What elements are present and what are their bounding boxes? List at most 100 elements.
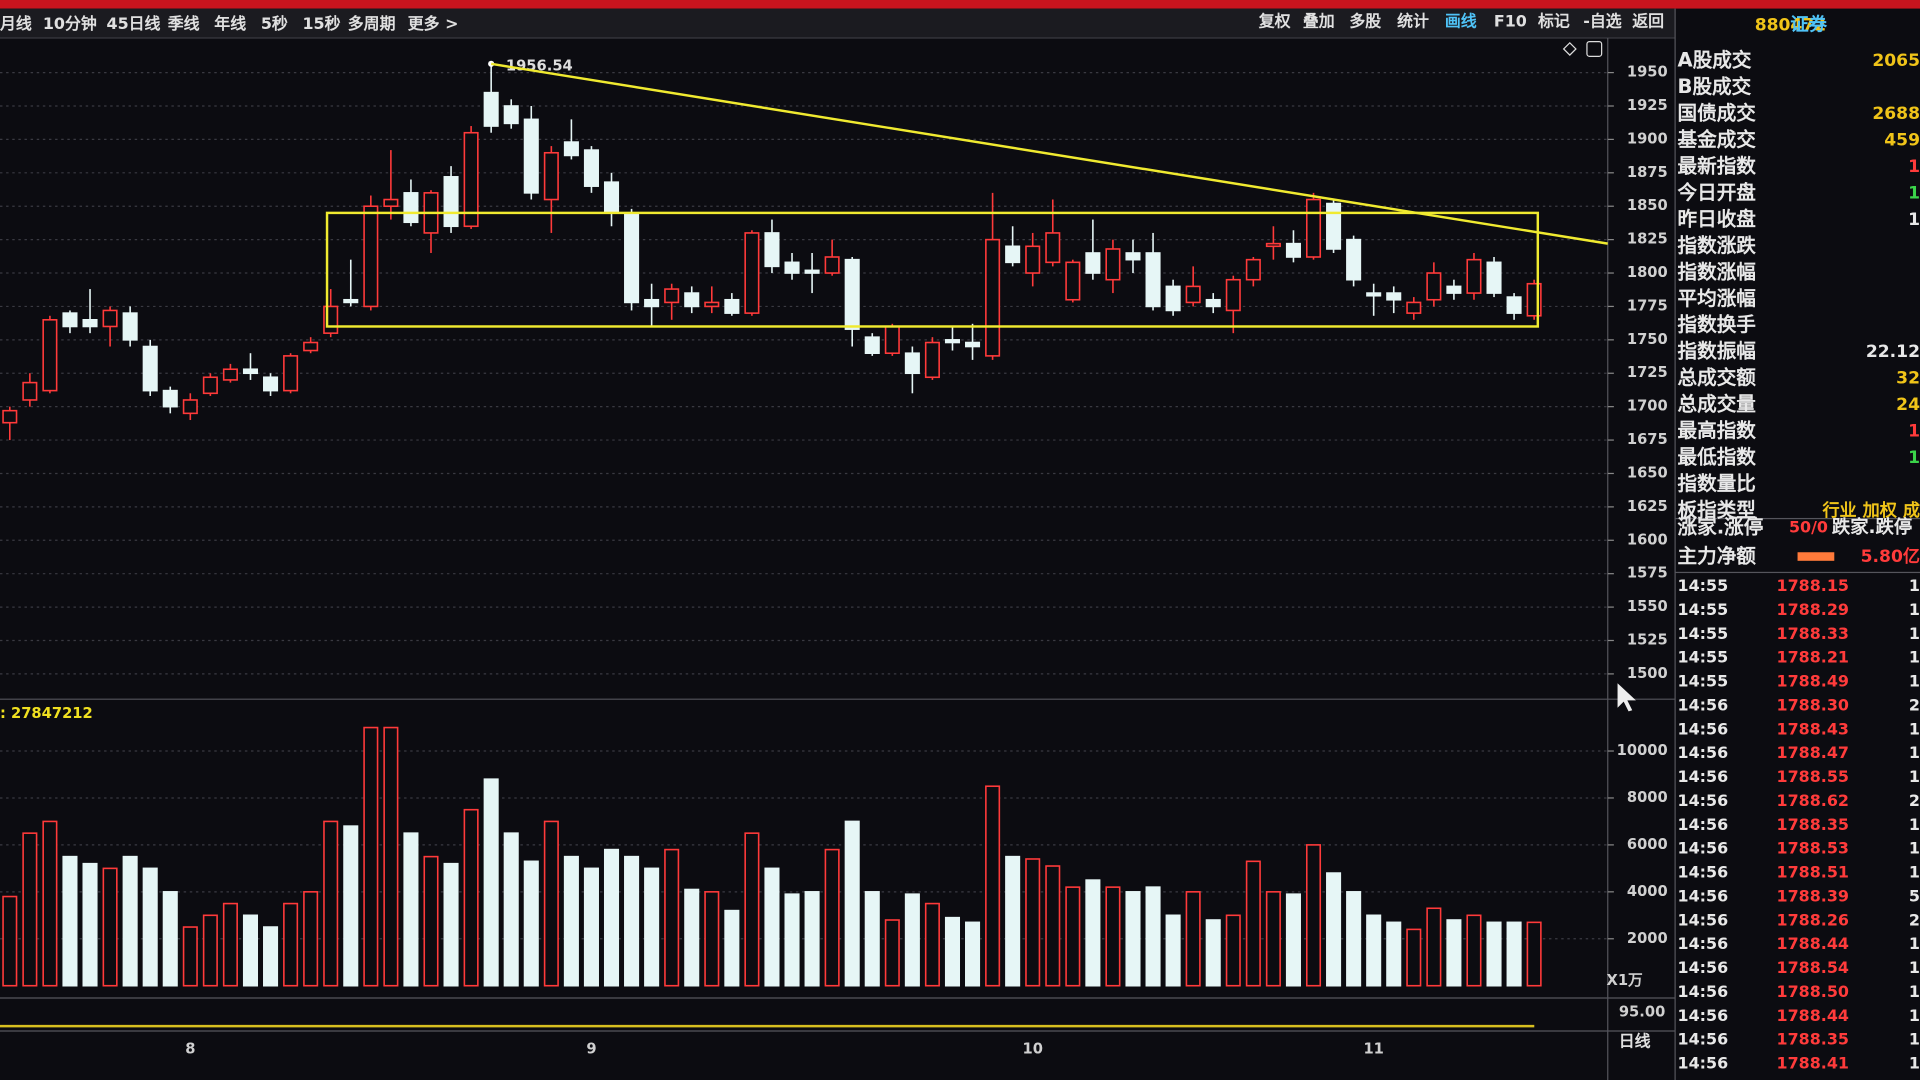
tick-time: 14:56 <box>1678 863 1729 882</box>
trend-line <box>490 62 1608 245</box>
volume-bar <box>1406 928 1422 987</box>
tick-time: 14:56 <box>1678 743 1729 762</box>
toolbar-button[interactable]: 年线 <box>214 14 246 33</box>
quote-label: 平均涨幅 <box>1678 287 1756 310</box>
volume-bar <box>1245 860 1261 987</box>
toolbar-button[interactable]: 45日线 <box>107 14 161 33</box>
volume-bar <box>82 862 98 987</box>
volume-bar <box>22 832 38 987</box>
toolbar-button[interactable]: 统计 <box>1397 12 1429 31</box>
y-tick-label: 1625 <box>1627 498 1668 515</box>
candle-body <box>684 292 700 308</box>
tick-volume: 1 <box>1909 624 1920 643</box>
toolbar-button[interactable]: 画线 <box>1445 12 1477 31</box>
volume-bar <box>1105 886 1121 987</box>
candle-body <box>664 288 680 304</box>
tick-price: 1788.51 <box>1777 863 1849 882</box>
candle-body <box>844 258 860 330</box>
toolbar-button[interactable]: 多股 <box>1349 12 1381 31</box>
toolbar-button[interactable]: 复权 <box>1258 12 1291 31</box>
volume-bar <box>1145 886 1161 987</box>
y-tick-label: 1700 <box>1627 398 1668 415</box>
tick-time: 14:56 <box>1678 982 1729 1001</box>
toolbar-button[interactable]: 季线 <box>167 14 200 33</box>
volume-bar <box>182 926 198 987</box>
tick-volume: 1 <box>1909 934 1920 953</box>
candle-body <box>1386 292 1402 301</box>
tick-volume: 1 <box>1909 600 1920 619</box>
toolbar-button[interactable]: -自选 <box>1583 12 1622 31</box>
candle-body <box>122 312 138 341</box>
range-box <box>325 211 1540 328</box>
tick-price: 1788.62 <box>1777 791 1849 810</box>
candle-body <box>1245 258 1261 281</box>
volume-bar <box>704 891 720 987</box>
volume-bar <box>924 902 940 987</box>
volume-bar <box>884 919 900 987</box>
tick-volume: 1 <box>1909 839 1920 858</box>
volume-bar <box>2 895 18 987</box>
volume-bar <box>483 778 499 987</box>
y-tick-label: 1825 <box>1627 231 1668 248</box>
toolbar-button[interactable]: 月线 <box>0 14 32 33</box>
toolbar-button[interactable]: 叠加 <box>1303 12 1335 31</box>
y-tick-label: 1600 <box>1627 531 1668 548</box>
candle-body <box>283 355 299 392</box>
volume-bar <box>1025 858 1041 987</box>
tick-volume: 2 <box>1909 910 1920 929</box>
volume-bar <box>202 914 218 987</box>
y-tick-label: 1525 <box>1627 632 1668 649</box>
candle-body <box>1005 245 1021 264</box>
y-tick-label: 1650 <box>1627 464 1668 481</box>
draw-icon[interactable] <box>1562 41 1577 56</box>
y-tick-label: 1800 <box>1627 264 1668 281</box>
toolbar-button[interactable]: 15秒 <box>302 14 340 33</box>
toolbar <box>0 8 1676 38</box>
toolbar-button[interactable]: 返回 <box>1632 12 1664 31</box>
candle-body <box>1125 252 1141 261</box>
candle-body <box>985 238 1001 357</box>
volume-bar <box>1265 891 1281 987</box>
volume-bar <box>1065 886 1081 987</box>
volume-bar <box>804 891 820 987</box>
candle-body <box>884 325 900 355</box>
tick-time: 14:55 <box>1678 624 1729 643</box>
period-label[interactable]: 日线 <box>1619 1032 1651 1051</box>
tick-volume: 1 <box>1909 1030 1920 1049</box>
volume-bar <box>523 860 539 987</box>
candle-body <box>784 261 800 274</box>
toolbar-button[interactable]: 多周期 <box>348 14 396 33</box>
volume-bar <box>864 891 880 987</box>
quote-label: A股成交 <box>1678 49 1752 72</box>
quote-label: 今日开盘 <box>1677 181 1757 204</box>
candle-body <box>222 368 238 381</box>
candle-body <box>2 409 18 424</box>
volume-bar <box>965 921 981 987</box>
toolbar-button[interactable]: 10分钟 <box>43 14 97 33</box>
y-tick-label: 1775 <box>1627 297 1668 314</box>
quote-value: 2688 <box>1872 104 1920 124</box>
volume-bar <box>824 848 840 987</box>
candle-body <box>503 105 519 125</box>
tick-volume: 1 <box>1909 863 1920 882</box>
candle-body <box>1185 285 1201 304</box>
candle-body <box>1366 292 1382 297</box>
toolbar-button[interactable]: F10 <box>1494 12 1527 31</box>
toolbar-button[interactable]: 5秒 <box>261 14 288 33</box>
candle-body <box>443 176 459 228</box>
volume-bar <box>1426 907 1442 987</box>
candle-body <box>383 198 399 208</box>
volume-bar <box>1045 865 1061 987</box>
y-tick-label: 1925 <box>1627 97 1668 114</box>
toolbar-button[interactable]: 更多 > <box>408 14 459 33</box>
quote-label: 总成交额 <box>1678 366 1757 389</box>
quote-label: 国债成交 <box>1678 102 1757 125</box>
tick-time: 14:56 <box>1678 1054 1729 1073</box>
quote-value: 2065 <box>1872 51 1920 71</box>
layout-icon[interactable] <box>1586 41 1603 57</box>
volume-bar <box>463 808 479 987</box>
tick-time: 14:55 <box>1678 648 1729 667</box>
toolbar-button[interactable]: 标记 <box>1537 12 1570 31</box>
tick-time: 14:56 <box>1678 695 1729 714</box>
candle-body <box>1065 261 1081 301</box>
